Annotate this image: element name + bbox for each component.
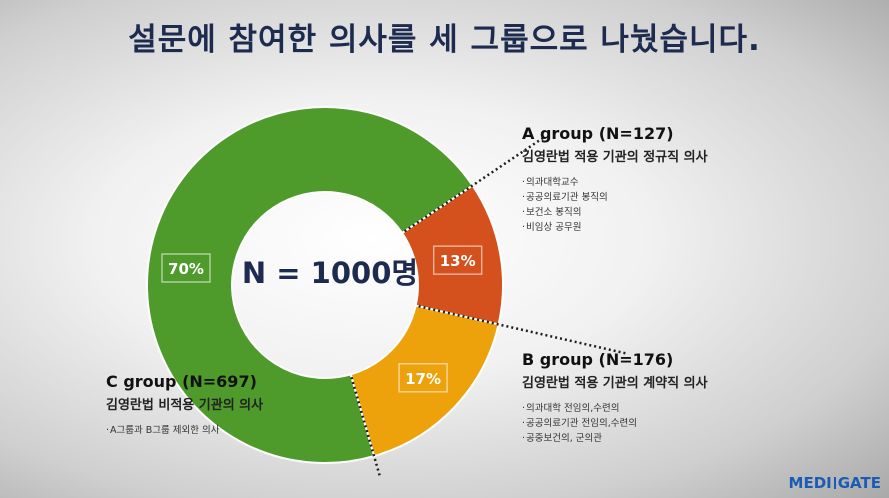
group-b-info: B group (N=176) 김영란법 적용 기관의 계약직 의사 의과대학 … [522,350,708,446]
logo-text-left: MEDI [788,474,832,492]
group-a-list: 의과대학교수 공공의료기관 봉직의 보건소 봉직의 비임상 공무원 [522,175,708,235]
group-a-info: A group (N=127) 김영란법 적용 기관의 정규직 의사 의과대학교… [522,124,708,235]
logo-separator [833,477,836,489]
group-c-list: A그룹과 B그룹 제외한 의사 [106,423,263,438]
group-b-list: 의과대학 전임의,수련의 공공의료기관 전임의,수련의 공중보건의, 군의관 [522,401,708,446]
divider-line-1 [403,135,546,233]
list-item: 공중보건의, 군의관 [522,431,708,446]
group-c-info: C group (N=697) 김영란법 비적용 기관의 의사 A그룹과 B그룹… [106,372,263,438]
group-b-desc: 김영란법 적용 기관의 계약직 의사 [522,376,708,391]
group-b-name: B group (N=176) [522,350,674,369]
list-item: 공공의료기관 봉직의 [522,190,708,205]
logo-text-right: GATE [837,474,881,492]
slice-label-box-3 [161,253,211,283]
donut-slice-3 [146,106,474,464]
list-item: 의과대학 전임의,수련의 [522,401,708,416]
list-item: 보건소 봉직의 [522,205,708,220]
list-item: 비임상 공무원 [522,220,708,235]
slice-label-2: 17% [405,370,441,388]
divider-line-2 [418,305,628,355]
list-item: 의과대학교수 [522,175,708,190]
group-c-desc: 김영란법 비적용 기관의 의사 [106,398,264,413]
slice-label-1: 13% [440,252,476,270]
center-label: N = 1000명 [242,256,418,290]
group-a-desc: 김영란법 적용 기관의 정규직 의사 [522,150,708,165]
page-title: 설문에 참여한 의사를 세 그룹으로 나눴습니다. [128,22,761,58]
slice-label-box-2 [398,363,448,393]
divider-lines [350,135,628,478]
group-c-name: C group (N=697) [106,372,257,391]
slice-labels: 13% 17% 70% [161,245,483,393]
divider-line-3 [350,376,382,478]
list-item: A그룹과 B그룹 제외한 의사 [106,423,263,438]
group-a-name: A group (N=127) [522,124,674,143]
medigate-logo: MEDI GATE [789,474,881,492]
list-item: 공공의료기관 전임의,수련의 [522,416,708,431]
slice-label-box-1 [432,245,483,275]
slice-label-3: 70% [168,260,204,278]
